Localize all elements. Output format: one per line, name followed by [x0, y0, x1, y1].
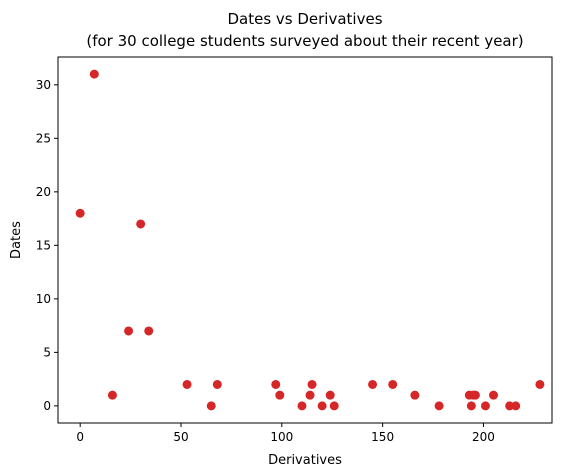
- x-tick-label: 100: [270, 430, 293, 444]
- y-tick-label: 5: [43, 345, 51, 359]
- y-tick-label: 30: [36, 78, 51, 92]
- data-point: [124, 326, 134, 336]
- data-point: [144, 326, 154, 336]
- data-point: [206, 401, 216, 411]
- y-tick-label: 15: [36, 238, 51, 252]
- data-point: [470, 390, 480, 400]
- y-tick-label: 25: [36, 131, 51, 145]
- data-point: [410, 390, 420, 400]
- x-axis-ticks: 0 50 100 150 200: [76, 423, 495, 444]
- y-tick-label: 0: [43, 399, 51, 413]
- data-point: [388, 379, 398, 389]
- data-point: [182, 379, 192, 389]
- data-point: [212, 379, 222, 389]
- data-point: [325, 390, 335, 400]
- y-tick-label: 10: [36, 292, 51, 306]
- x-tick-label: 150: [371, 430, 394, 444]
- x-tick-label: 0: [76, 430, 84, 444]
- x-tick-label: 200: [472, 430, 495, 444]
- data-point: [317, 401, 327, 411]
- data-point: [271, 379, 281, 389]
- x-axis-label: Derivatives: [268, 453, 342, 468]
- data-point: [297, 401, 307, 411]
- y-axis-ticks: 0 5 10 15 20 25 30: [36, 78, 58, 413]
- data-point: [489, 390, 499, 400]
- data-point: [305, 390, 315, 400]
- data-point: [275, 390, 285, 400]
- data-point: [307, 379, 317, 389]
- data-point: [329, 401, 339, 411]
- data-point: [368, 379, 378, 389]
- chart-subtitle: (for 30 college students surveyed about …: [86, 32, 523, 50]
- y-axis-label: Dates: [9, 221, 24, 259]
- data-point: [434, 401, 444, 411]
- chart-title: Dates vs Derivatives: [227, 10, 382, 28]
- data-point: [107, 390, 117, 400]
- data-point: [511, 401, 521, 411]
- x-tick-label: 50: [173, 430, 188, 444]
- data-points: [75, 69, 545, 411]
- data-point: [480, 401, 490, 411]
- data-point: [136, 219, 146, 229]
- data-point: [75, 208, 85, 218]
- data-point: [89, 69, 99, 79]
- plot-frame: [57, 56, 553, 424]
- y-tick-label: 20: [36, 185, 51, 199]
- data-point: [535, 379, 545, 389]
- data-point: [466, 401, 476, 411]
